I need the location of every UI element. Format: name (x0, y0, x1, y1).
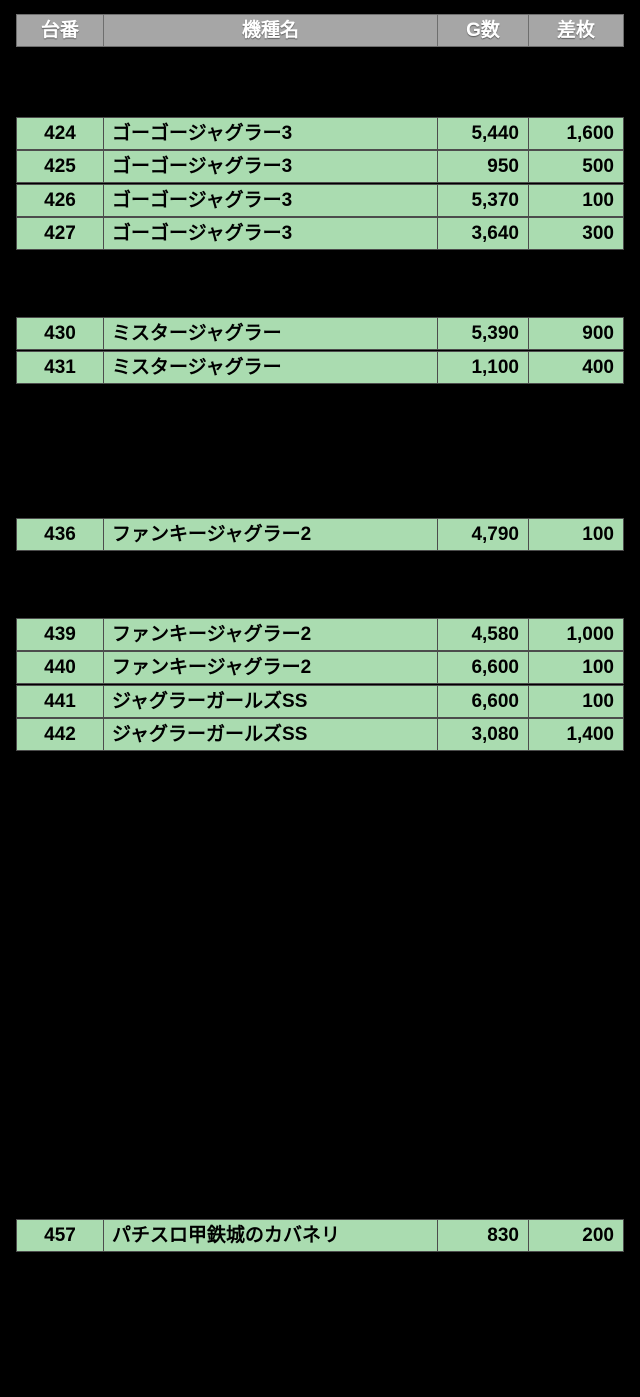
cell-machine-number: 427 (17, 218, 104, 250)
cell-game-count: 5,440 (438, 118, 529, 149)
cell-coin-diff: 100 (529, 518, 623, 550)
cell-model-name: ゴーゴージャグラー3 (104, 218, 438, 250)
cell-game-count: 6,600 (438, 652, 529, 684)
column-header-model-name: 機種名 (104, 15, 438, 46)
cell-model-name: ジャグラーガールズSS (104, 719, 438, 751)
cell-game-count: 5,390 (438, 318, 529, 350)
table-row[interactable]: 442 ジャグラーガールズSS 3,080 1,400 (16, 718, 624, 752)
cell-machine-number: 439 (17, 619, 104, 650)
cell-machine-number: 436 (17, 518, 104, 550)
cell-machine-number: 426 (17, 184, 104, 216)
cell-game-count: 5,370 (438, 184, 529, 216)
column-header-machine-number: 台番 (17, 15, 104, 46)
cell-coin-diff: 900 (529, 318, 623, 350)
table-row[interactable]: 440 ファンキージャグラー2 6,600 100 (16, 651, 624, 685)
cell-model-name: ゴーゴージャグラー3 (104, 184, 438, 216)
table-row[interactable]: 457 パチスロ甲鉄城のカバネリ 830 200 (16, 1219, 624, 1253)
cell-coin-diff: 300 (529, 218, 623, 250)
cell-coin-diff: 100 (529, 184, 623, 216)
cell-machine-number: 425 (17, 151, 104, 183)
cell-game-count: 3,080 (438, 719, 529, 751)
cell-machine-number: 442 (17, 719, 104, 751)
cell-coin-diff: 1,000 (529, 619, 623, 650)
cell-game-count: 3,640 (438, 218, 529, 250)
cell-game-count: 1,100 (438, 351, 529, 383)
cell-model-name: パチスロ甲鉄城のカバネリ (104, 1220, 438, 1252)
table-row[interactable]: 424 ゴーゴージャグラー3 5,440 1,600 (16, 117, 624, 150)
table-row[interactable]: 427 ゴーゴージャグラー3 3,640 300 (16, 217, 624, 251)
cell-game-count: 4,790 (438, 518, 529, 550)
table-row[interactable]: 426 ゴーゴージャグラー3 5,370 100 (16, 183, 624, 217)
column-header-coin-diff: 差枚 (529, 15, 623, 46)
cell-coin-diff: 400 (529, 351, 623, 383)
table-row[interactable]: 430 ミスタージャグラー 5,390 900 (16, 317, 624, 351)
cell-coin-diff: 100 (529, 652, 623, 684)
table-row[interactable]: 436 ファンキージャグラー2 4,790 100 (16, 517, 624, 551)
cell-coin-diff: 500 (529, 151, 623, 183)
column-header-game-count: G数 (438, 15, 529, 46)
cell-machine-number: 457 (17, 1220, 104, 1252)
cell-game-count: 830 (438, 1220, 529, 1252)
cell-coin-diff: 1,600 (529, 118, 623, 149)
cell-model-name: ファンキージャグラー2 (104, 518, 438, 550)
table-header-row: 台番 機種名 G数 差枚 (16, 14, 624, 47)
cell-machine-number: 430 (17, 318, 104, 350)
cell-model-name: ファンキージャグラー2 (104, 619, 438, 650)
cell-model-name: ジャグラーガールズSS (104, 685, 438, 717)
cell-coin-diff: 1,400 (529, 719, 623, 751)
cell-coin-diff: 200 (529, 1220, 623, 1252)
cell-coin-diff: 100 (529, 685, 623, 717)
table-row[interactable]: 441 ジャグラーガールズSS 6,600 100 (16, 684, 624, 718)
cell-game-count: 6,600 (438, 685, 529, 717)
table-row[interactable]: 431 ミスタージャグラー 1,100 400 (16, 350, 624, 384)
cell-model-name: ファンキージャグラー2 (104, 652, 438, 684)
cell-model-name: ゴーゴージャグラー3 (104, 151, 438, 183)
cell-game-count: 950 (438, 151, 529, 183)
cell-machine-number: 441 (17, 685, 104, 717)
cell-machine-number: 431 (17, 351, 104, 383)
table-row[interactable]: 425 ゴーゴージャグラー3 950 500 (16, 150, 624, 184)
cell-machine-number: 440 (17, 652, 104, 684)
table-row[interactable]: 439 ファンキージャグラー2 4,580 1,000 (16, 618, 624, 651)
cell-model-name: ミスタージャグラー (104, 351, 438, 383)
cell-model-name: ミスタージャグラー (104, 318, 438, 350)
cell-model-name: ゴーゴージャグラー3 (104, 118, 438, 149)
cell-machine-number: 424 (17, 118, 104, 149)
cell-game-count: 4,580 (438, 619, 529, 650)
